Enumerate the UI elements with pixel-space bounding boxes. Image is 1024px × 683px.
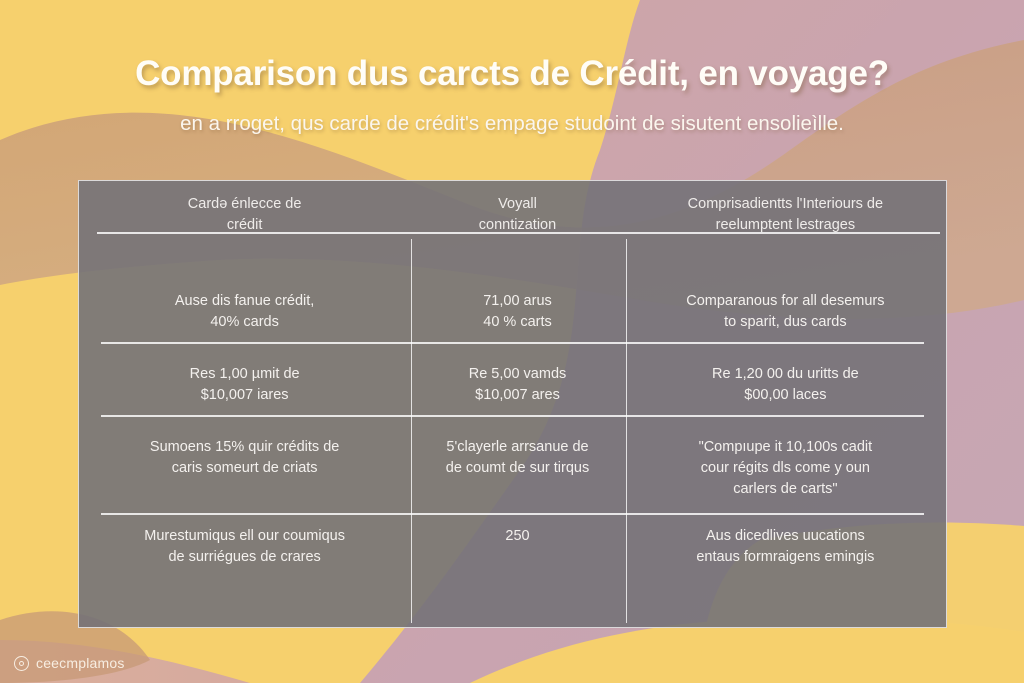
column-divider-2: [626, 239, 627, 623]
cell-line: to sparit, dus cards: [724, 314, 847, 331]
cell-line: Murestumiqus ell our coumiqus: [144, 528, 345, 544]
cell-line: 40% cards: [210, 314, 279, 331]
cell-line: Res 1,00 µmit de: [189, 366, 300, 382]
table-header-cell: Voyall conntization: [410, 194, 625, 236]
table-row: Sumoens 15% quir crédits de caris someur…: [79, 437, 946, 500]
cell-line: "Compıupe it 10,100s cadit: [698, 439, 873, 455]
cell-line: de surriégues de crares: [168, 549, 321, 566]
header-line: reelumptent lestrages: [715, 217, 856, 234]
cell-line: Sumoens 15% quir crédits de: [149, 439, 340, 455]
cell-line: $10,007 ares: [475, 387, 560, 404]
row-separator-1: [101, 342, 924, 344]
table-header-row: Cardə énlecce de crédit Voyall conntizat…: [79, 194, 946, 236]
table-cell: Aus dicedlives uucations entaus formraig…: [625, 526, 946, 568]
header-line: Voyall: [498, 196, 537, 212]
header-line: crédit: [226, 217, 263, 234]
cell-line: 71,00 arus: [483, 293, 552, 309]
table-cell: 71,00 arus 40 % carts: [410, 291, 625, 333]
header-line: Cardə énlecce de: [187, 196, 302, 212]
table-cell: "Compıupe it 10,100s cadit cour régits d…: [625, 437, 946, 500]
table-header-cell: Cardə énlecce de crédit: [79, 194, 410, 236]
comparison-table: Cardə énlecce de crédit Voyall conntizat…: [78, 180, 947, 628]
page-subtitle: en a rroget, qus carde de crédit's empag…: [180, 112, 844, 135]
table-cell: Murestumiqus ell our coumiqus de surriég…: [79, 526, 410, 568]
header-line: conntization: [478, 217, 557, 234]
cell-line: entaus formraigens emingis: [696, 549, 875, 566]
table-row: Ause dis fanue crédit, 40% cards 71,00 a…: [79, 291, 946, 333]
page-title: Comparison dus carcts de Crédit, en voya…: [135, 54, 889, 93]
heading-block: Comparison dus carcts de Crédit, en voya…: [0, 54, 1024, 136]
cell-line: de coumt de sur tirqus: [445, 460, 590, 477]
cell-line: Re 5,00 vamds: [468, 366, 567, 382]
table-grid: Cardə énlecce de crédit Voyall conntizat…: [79, 181, 946, 627]
row-separator-3: [101, 513, 924, 515]
table-cell: 5'clayerle arrsanue de de coumt de sur t…: [410, 437, 625, 500]
table-cell: Sumoens 15% quir crédits de caris someur…: [79, 437, 410, 500]
table-row: Res 1,00 µmit de $10,007 iares Re 5,00 v…: [79, 364, 946, 406]
table-row: Murestumiqus ell our coumiqus de surriég…: [79, 526, 946, 568]
cell-line: Ause dis fanue crédit,: [174, 293, 315, 309]
cell-line: 40 % carts: [483, 314, 552, 331]
cell-line: Re 1,20 00 du uritts de: [712, 366, 859, 382]
cell-line: Aus dicedlives uucations: [705, 528, 865, 544]
cell-line: cour régits dls come y oun: [700, 460, 870, 477]
at-circle-icon: [14, 655, 29, 671]
table-cell: Comparanous for all desemurs to sparit, …: [625, 291, 946, 333]
table-header-cell: Comprisadientts l'Interiours de reelumpt…: [625, 194, 946, 236]
cell-line: 5'clayerle arrsanue de: [446, 439, 589, 455]
table-cell: Ause dis fanue crédit, 40% cards: [79, 291, 410, 333]
watermark-label: ceecmplamos: [36, 655, 125, 671]
table-cell: 250: [410, 526, 625, 568]
cell-line: Comparanous for all desemurs: [686, 293, 885, 309]
table-cell: Re 1,20 00 du uritts de $00,00 laces: [625, 364, 946, 406]
cell-line: 250: [505, 528, 530, 544]
column-divider-1: [411, 239, 412, 623]
cell-line: caris someurt de criats: [171, 460, 318, 477]
table-cell: Re 5,00 vamds $10,007 ares: [410, 364, 625, 406]
cell-line: $00,00 laces: [744, 387, 827, 404]
cell-line: carlers de carts": [733, 481, 838, 498]
cell-line: $10,007 iares: [200, 387, 289, 404]
table-cell: Res 1,00 µmit de $10,007 iares: [79, 364, 410, 406]
row-separator-2: [101, 415, 924, 417]
footer-watermark: ceecmplamos: [14, 655, 125, 671]
header-line: Comprisadientts l'Interiours de: [687, 196, 884, 212]
header-separator: [97, 232, 940, 234]
